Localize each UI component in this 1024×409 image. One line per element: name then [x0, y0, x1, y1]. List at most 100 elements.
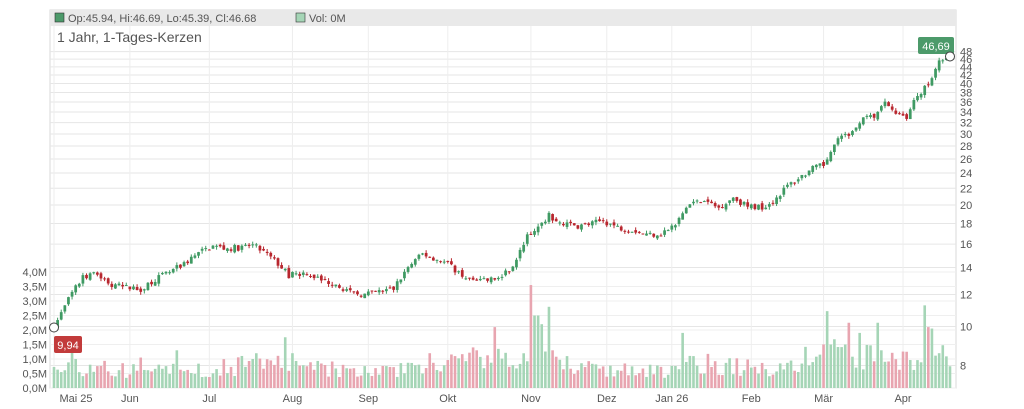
candle-body: [529, 233, 533, 235]
candle: [645, 230, 648, 236]
volume-bar: [99, 365, 103, 388]
volume-bar: [450, 354, 453, 388]
volume-bar: [760, 362, 764, 388]
volume-bar: [226, 373, 229, 388]
candle-body: [442, 261, 446, 263]
candle: [637, 231, 641, 234]
volume-bar: [565, 356, 569, 388]
candle: [641, 233, 645, 235]
candle: [916, 92, 919, 102]
volume-bar: [258, 358, 262, 388]
volume-bar: [717, 374, 721, 388]
candle-body: [757, 204, 760, 210]
candle: [211, 245, 215, 250]
candle: [941, 59, 945, 64]
volume-bar: [251, 359, 255, 388]
candle: [630, 231, 634, 233]
volume-bar: [609, 365, 612, 388]
candle-body: [283, 268, 287, 271]
candle: [218, 243, 222, 248]
candle: [706, 196, 710, 205]
candle: [124, 282, 128, 287]
candle: [142, 288, 146, 294]
volume-bar: [547, 306, 551, 388]
candle: [370, 290, 374, 294]
volume-bar: [150, 371, 153, 388]
candle-body: [916, 96, 919, 101]
volume-bar: [200, 377, 204, 388]
candle: [103, 276, 106, 282]
candle-body: [749, 204, 753, 209]
volume-bar: [833, 339, 836, 388]
candle-body: [124, 285, 128, 287]
candle: [392, 286, 395, 293]
candle-body: [276, 258, 280, 266]
volume-bar: [540, 324, 544, 388]
candle: [775, 195, 778, 207]
month-label: Okt: [439, 393, 456, 405]
volume-bar: [247, 361, 251, 388]
candle-body: [724, 204, 728, 210]
volume-bar: [746, 359, 749, 388]
volume-bar: [392, 367, 395, 388]
volume-bar: [945, 356, 948, 388]
volume-bar: [482, 368, 486, 388]
volume-bar: [840, 347, 843, 388]
candle: [677, 216, 681, 227]
volume-bar: [753, 366, 757, 388]
volume-bar: [652, 374, 656, 388]
candle: [424, 250, 428, 259]
candle-body: [937, 60, 941, 71]
volume-bar: [320, 363, 323, 388]
candle-body: [674, 225, 677, 228]
volume-bar: [576, 370, 580, 388]
candle-body: [150, 281, 153, 285]
candle-body: [869, 115, 872, 117]
volume-bar: [876, 322, 880, 388]
candle-body: [511, 266, 515, 271]
candle-body: [926, 84, 930, 86]
price-tick-label: 24: [960, 168, 972, 180]
candle: [731, 196, 735, 203]
candle: [688, 204, 692, 208]
candle: [793, 182, 797, 186]
info-bar: [50, 10, 956, 26]
volume-bar: [486, 355, 489, 388]
volume-bar: [670, 365, 674, 388]
price-tick-label: 16: [960, 239, 972, 251]
volume-bar: [771, 374, 775, 388]
volume-bar: [522, 353, 525, 388]
candle-body: [858, 123, 862, 129]
candle-body: [413, 259, 417, 265]
candle-body: [359, 295, 363, 297]
candle-body: [106, 278, 110, 284]
volume-bar: [70, 343, 74, 388]
volume-bar: [930, 328, 934, 388]
candle-body: [670, 225, 674, 230]
volume-bar: [782, 369, 786, 388]
candle: [204, 245, 208, 252]
candle: [572, 223, 576, 226]
candle-body: [356, 291, 359, 295]
candle: [345, 286, 349, 293]
volume-bar: [316, 360, 320, 388]
candle-body: [110, 283, 114, 287]
volume-bar: [504, 352, 507, 388]
volume-bar: [703, 373, 706, 388]
volume-bar: [627, 375, 630, 388]
candle: [580, 223, 583, 232]
candle: [468, 277, 471, 281]
candle: [471, 275, 475, 281]
candle: [627, 229, 630, 234]
candle-body: [547, 212, 551, 222]
volume-bar: [880, 350, 883, 388]
candle-body: [786, 184, 789, 187]
candle-body: [153, 282, 157, 286]
candle: [157, 272, 161, 287]
candle: [475, 278, 479, 281]
price-tick-label: 18: [960, 218, 972, 230]
candle: [377, 287, 381, 295]
price-axis: 8 10 12 14 16 18 20 22 24 26283032343638404244464…: [960, 47, 972, 373]
volume-tick-label: 3,5M: [23, 282, 47, 294]
candle-body: [453, 265, 457, 273]
